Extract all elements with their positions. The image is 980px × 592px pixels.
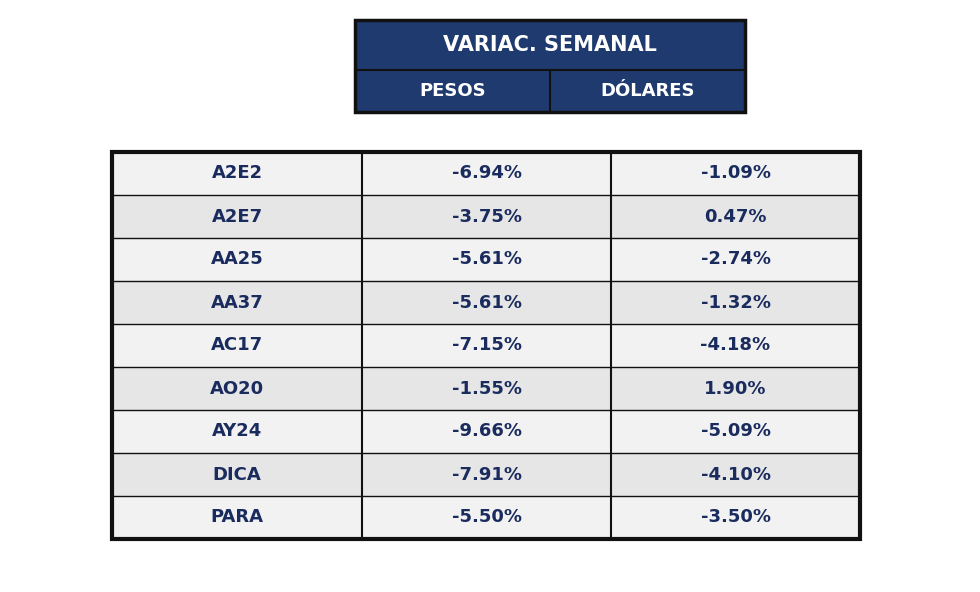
Text: PARA: PARA bbox=[211, 509, 264, 526]
Text: -1.32%: -1.32% bbox=[701, 294, 770, 311]
Text: -1.09%: -1.09% bbox=[701, 165, 770, 182]
Text: DICA: DICA bbox=[213, 465, 262, 484]
Text: -3.75%: -3.75% bbox=[452, 208, 521, 226]
Bar bbox=[112, 195, 860, 238]
Text: -7.15%: -7.15% bbox=[452, 336, 521, 355]
Text: A2E2: A2E2 bbox=[212, 165, 263, 182]
Text: -4.18%: -4.18% bbox=[701, 336, 770, 355]
Text: -5.61%: -5.61% bbox=[452, 250, 521, 269]
Text: -2.74%: -2.74% bbox=[701, 250, 770, 269]
Text: 0.47%: 0.47% bbox=[705, 208, 766, 226]
Bar bbox=[112, 152, 860, 195]
Bar bbox=[112, 281, 860, 324]
Text: AA37: AA37 bbox=[211, 294, 264, 311]
Text: -4.10%: -4.10% bbox=[701, 465, 770, 484]
Text: PESOS: PESOS bbox=[419, 82, 486, 100]
Bar bbox=[112, 324, 860, 367]
Text: A2E7: A2E7 bbox=[212, 208, 263, 226]
Text: AA25: AA25 bbox=[211, 250, 264, 269]
Text: -3.50%: -3.50% bbox=[701, 509, 770, 526]
Text: 1.90%: 1.90% bbox=[705, 379, 766, 397]
Bar bbox=[112, 152, 860, 539]
Bar bbox=[112, 496, 860, 539]
Bar bbox=[112, 238, 860, 281]
Text: -1.55%: -1.55% bbox=[452, 379, 521, 397]
Bar bbox=[112, 453, 860, 496]
Text: -5.09%: -5.09% bbox=[701, 423, 770, 440]
Text: -5.61%: -5.61% bbox=[452, 294, 521, 311]
Bar bbox=[112, 367, 860, 410]
Text: -7.91%: -7.91% bbox=[452, 465, 521, 484]
Text: -9.66%: -9.66% bbox=[452, 423, 521, 440]
Bar bbox=[355, 20, 745, 112]
Text: -5.50%: -5.50% bbox=[452, 509, 521, 526]
Text: AC17: AC17 bbox=[211, 336, 263, 355]
Bar bbox=[112, 410, 860, 453]
Text: AO20: AO20 bbox=[210, 379, 264, 397]
Text: VARIAC. SEMANAL: VARIAC. SEMANAL bbox=[443, 35, 657, 55]
Text: DÓLARES: DÓLARES bbox=[600, 82, 695, 100]
Text: -6.94%: -6.94% bbox=[452, 165, 521, 182]
Text: AY24: AY24 bbox=[212, 423, 262, 440]
